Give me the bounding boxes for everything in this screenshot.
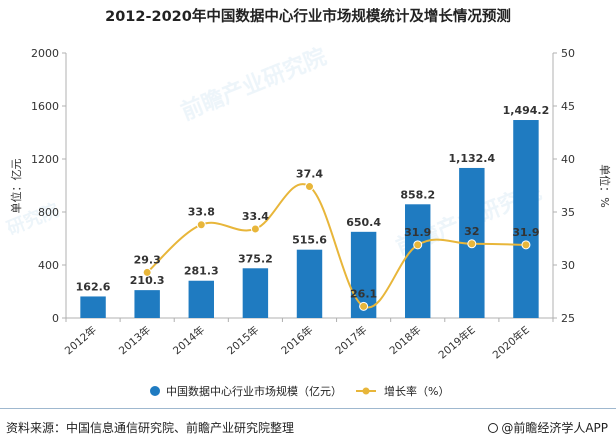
line-point <box>142 267 152 277</box>
line-point <box>521 240 531 250</box>
right-tick-label: 50 <box>561 47 575 60</box>
x-tick-label: 2018年 <box>387 323 424 357</box>
svg-text:前瞻产业研究院: 前瞻产业研究院 <box>178 44 331 126</box>
bar-value-label: 281.3 <box>184 265 219 278</box>
line-value-label: 29.3 <box>134 253 161 266</box>
bar-value-label: 1,132.4 <box>449 152 496 165</box>
line-value-label: 31.9 <box>512 226 539 239</box>
left-tick-label: 1200 <box>31 153 59 166</box>
legend-line-label: 增长率（%） <box>384 384 449 398</box>
legend-bar-marker <box>150 386 160 396</box>
right-tick-label: 25 <box>561 312 575 325</box>
y-axis-label: 单位：亿元 <box>9 159 23 214</box>
x-tick-label: 2013年 <box>116 323 153 357</box>
bar <box>134 290 160 318</box>
right-axis: 25 30 35 40 45 50 <box>552 47 575 325</box>
line-point <box>305 182 314 192</box>
bar-value-label: 858.2 <box>400 188 435 201</box>
x-tick-label: 2017年 <box>333 323 370 357</box>
bar <box>242 268 269 318</box>
bar-series <box>80 120 539 319</box>
chart: 前瞻产业研究院 前瞻产业研究院 研究院 2012-2020年中国数据中心行业市场… <box>4 7 612 398</box>
line-value-label: 37.4 <box>296 168 323 181</box>
growth-line <box>146 183 526 309</box>
line-point <box>359 301 369 311</box>
x-tick-label: 2019年E <box>436 323 478 361</box>
bar-value-label: 650.4 <box>346 216 381 229</box>
bar-value-label: 1,494.2 <box>503 104 550 117</box>
legend: 中国数据中心行业市场规模（亿元） 增长率（%） <box>150 384 449 398</box>
line-labels: 29.3 33.8 33.4 37.4 26.1 31.9 32 31.9 <box>134 168 540 301</box>
source-note: 资料来源：中国信息通信研究院、前瞻产业研究院整理 <box>6 421 295 435</box>
line-value-label: 33.8 <box>188 206 215 219</box>
brand-text: @前瞻经济学人APP <box>501 421 608 435</box>
x-tick-label: 2014年 <box>170 323 207 357</box>
line-value-label: 32 <box>464 225 479 238</box>
bar <box>188 280 214 318</box>
bar <box>513 120 539 319</box>
left-tick-label: 1600 <box>31 100 59 113</box>
line-point <box>196 220 206 230</box>
line-point <box>467 239 477 249</box>
x-tick-label: 2016年 <box>279 323 316 357</box>
line-point <box>250 224 260 234</box>
brand-credit: @前瞻经济学人APP <box>488 419 608 436</box>
legend-bar-label: 中国数据中心行业市场规模（亿元） <box>166 384 342 398</box>
bar-value-label: 210.3 <box>130 274 165 287</box>
left-tick-label: 0 <box>52 312 59 325</box>
brand-icon <box>488 423 499 433</box>
right-tick-label: 30 <box>561 259 575 272</box>
bar-value-label: 515.6 <box>292 234 327 247</box>
line-series <box>142 182 531 311</box>
left-tick-label: 400 <box>38 259 59 272</box>
chart-title: 2012-2020年中国数据中心行业市场规模统计及增长情况预测 <box>105 7 511 25</box>
left-tick-label: 800 <box>38 206 59 219</box>
x-tick-label: 2015年 <box>224 323 261 357</box>
right-tick-label: 35 <box>561 206 575 219</box>
bar-labels: 162.6 210.3 281.3 375.2 515.6 650.4 858.2 1,132… <box>76 104 550 293</box>
left-axis: 0 400 800 1200 1600 2000 <box>31 47 67 325</box>
left-tick-label: 2000 <box>31 47 59 60</box>
bar <box>80 296 106 318</box>
x-axis: 2012年 2013年 2014年 2015年 2016年 2017年 2018年 2019年… <box>62 317 554 361</box>
line-point <box>413 240 423 250</box>
bar-value-label: 162.6 <box>76 280 111 293</box>
legend-line-dot <box>362 387 370 395</box>
bar <box>405 204 431 318</box>
bar <box>296 249 323 318</box>
right-tick-label: 45 <box>561 100 575 113</box>
y2-axis-label: 单位：% <box>598 164 612 207</box>
x-tick-label: 2020年E <box>490 323 532 361</box>
bar-value-label: 375.2 <box>238 252 273 265</box>
line-value-label: 33.4 <box>242 210 269 223</box>
footer: 资料来源：中国信息通信研究院、前瞻产业研究院整理 @前瞻经济学人APP <box>0 408 616 445</box>
right-tick-label: 40 <box>561 153 575 166</box>
line-value-label: 31.9 <box>404 226 431 239</box>
line-value-label: 26.1 <box>350 287 377 300</box>
x-tick-label: 2012年 <box>62 323 99 357</box>
